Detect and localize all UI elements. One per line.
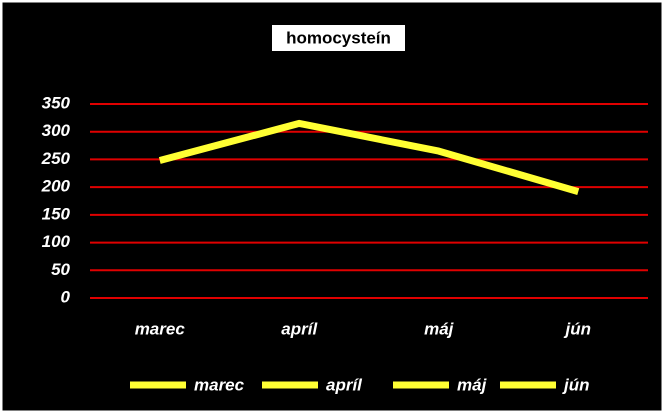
y-tick-label: 50: [51, 260, 70, 279]
y-tick-label: 300: [42, 121, 71, 140]
y-tick-label: 200: [41, 177, 71, 196]
x-tick-label: jún: [564, 319, 592, 338]
y-tick-label: 350: [42, 93, 71, 112]
legend-label: marec: [194, 375, 245, 394]
y-tick-label: 250: [41, 149, 71, 168]
x-tick-label: apríl: [281, 319, 318, 338]
y-tick-label: 0: [61, 287, 71, 306]
legend-label: jún: [562, 375, 590, 394]
y-tick-label: 100: [42, 232, 71, 251]
title-box: [272, 25, 405, 51]
line: [158, 119, 580, 195]
x-tick-label: máj: [424, 319, 455, 338]
y-tick-label: 150: [42, 204, 71, 223]
x-tick-label: marec: [135, 319, 186, 338]
chart-title: homocysteín: [286, 28, 391, 47]
legend-label: apríl: [326, 375, 363, 394]
legend-label: máj: [457, 375, 488, 394]
